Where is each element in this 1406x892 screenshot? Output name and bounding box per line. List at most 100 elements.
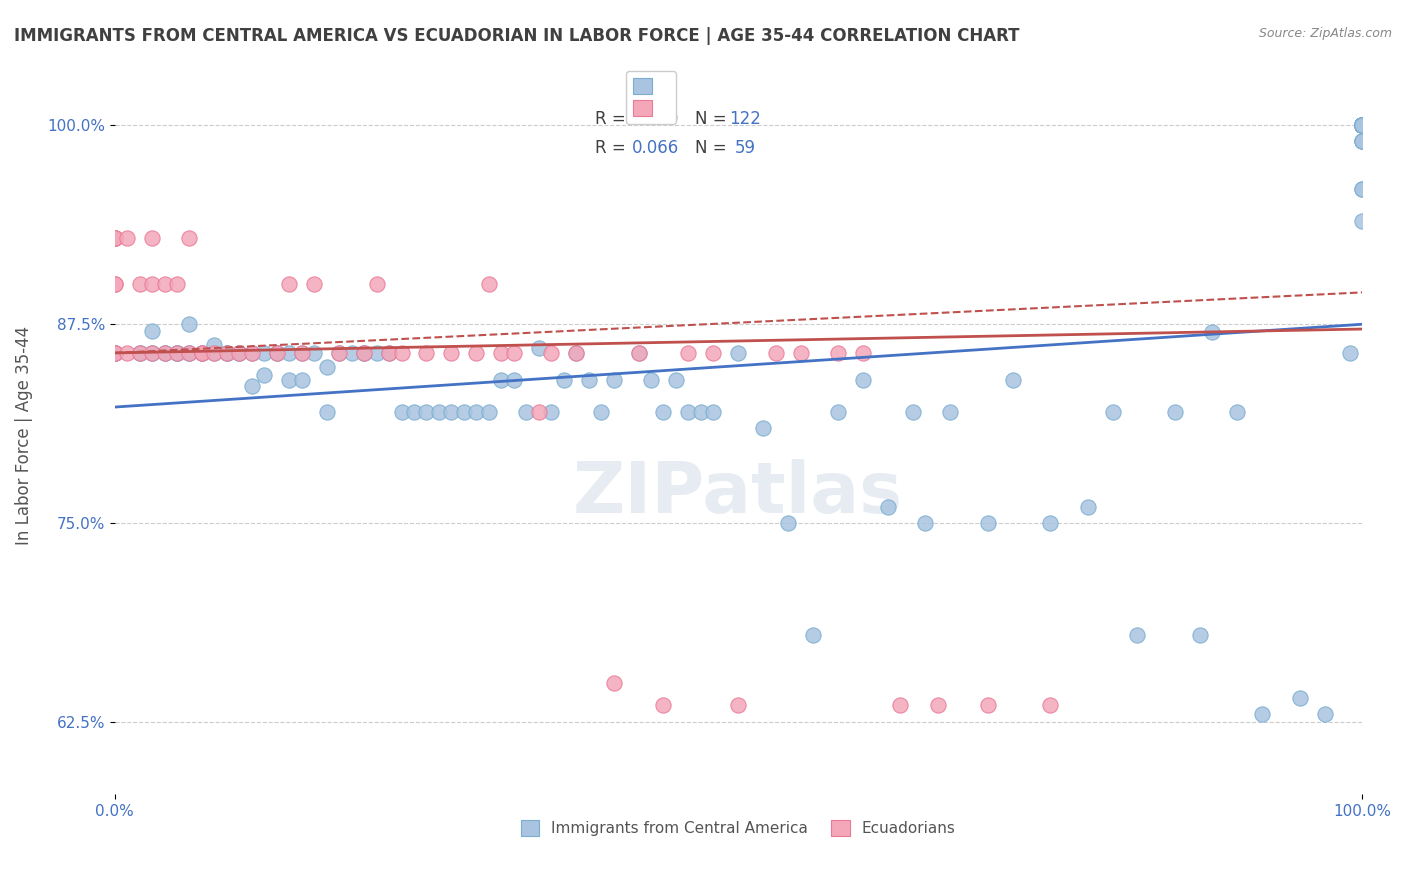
Text: N =: N = [695, 110, 731, 128]
Point [652, 405, 675, 419]
Point [440, 346, 463, 360]
Point [627, 346, 650, 360]
Point [1351, 118, 1374, 132]
Point [665, 373, 688, 387]
Point [478, 405, 501, 419]
Point [328, 346, 350, 360]
Point [927, 698, 949, 712]
Point [115, 231, 138, 245]
Text: N =: N = [695, 138, 731, 157]
Point [191, 346, 214, 360]
Point [702, 405, 724, 419]
Point [852, 373, 875, 387]
Point [1351, 118, 1374, 132]
Point [1039, 516, 1062, 531]
Point [1039, 698, 1062, 712]
Point [1251, 707, 1274, 722]
Point [128, 346, 150, 360]
Point [104, 346, 127, 360]
Point [1351, 118, 1374, 132]
Point [491, 346, 513, 360]
Point [291, 346, 314, 360]
Point [640, 373, 662, 387]
Point [104, 231, 127, 245]
Point [366, 277, 388, 292]
Point [266, 346, 288, 360]
Point [302, 277, 325, 292]
Point [215, 346, 238, 360]
Point [240, 379, 263, 393]
Text: R =: R = [595, 110, 631, 128]
Point [1351, 118, 1374, 132]
Point [1351, 134, 1374, 148]
Point [315, 360, 337, 375]
Point [166, 277, 188, 292]
Point [253, 346, 276, 360]
Point [602, 675, 624, 690]
Point [166, 346, 188, 360]
Point [1001, 373, 1024, 387]
Point [115, 346, 138, 360]
Point [465, 346, 488, 360]
Point [852, 346, 875, 360]
Point [801, 628, 824, 642]
Point [215, 346, 238, 360]
Point [128, 346, 150, 360]
Point [1077, 500, 1099, 515]
Point [228, 346, 250, 360]
Point [240, 346, 263, 360]
Point [215, 346, 238, 360]
Point [578, 373, 600, 387]
Point [215, 346, 238, 360]
Point [179, 346, 201, 360]
Point [104, 346, 127, 360]
Point [391, 346, 413, 360]
Point [340, 346, 363, 360]
Point [104, 231, 127, 245]
Point [502, 346, 524, 360]
Point [104, 277, 127, 292]
Point [104, 277, 127, 292]
Point [1351, 118, 1374, 132]
Point [1351, 118, 1374, 132]
Point [465, 405, 488, 419]
Point [1351, 134, 1374, 148]
Point [727, 346, 749, 360]
Point [179, 318, 201, 332]
Point [328, 346, 350, 360]
Point [678, 405, 700, 419]
Point [1351, 118, 1374, 132]
Text: R =: R = [595, 138, 631, 157]
Text: 0.066: 0.066 [633, 138, 679, 157]
Point [104, 346, 127, 360]
Point [1351, 118, 1374, 132]
Point [889, 698, 911, 712]
Point [765, 346, 787, 360]
Point [141, 324, 163, 338]
Text: Source: ZipAtlas.com: Source: ZipAtlas.com [1258, 27, 1392, 40]
Point [191, 346, 214, 360]
Point [1351, 182, 1374, 196]
Point [302, 346, 325, 360]
Point [1351, 118, 1374, 132]
Point [1351, 118, 1374, 132]
Point [678, 346, 700, 360]
Point [440, 405, 463, 419]
Point [553, 373, 575, 387]
Point [1188, 628, 1211, 642]
Point [153, 346, 176, 360]
Point [378, 346, 401, 360]
Point [827, 405, 849, 419]
Point [191, 346, 214, 360]
Point [191, 346, 214, 360]
Point [315, 405, 337, 419]
Point [278, 373, 301, 387]
Point [104, 346, 127, 360]
Point [153, 346, 176, 360]
Point [166, 346, 188, 360]
Point [141, 346, 163, 360]
Point [752, 421, 775, 435]
Point [540, 405, 562, 419]
Point [789, 346, 811, 360]
Point [565, 346, 588, 360]
